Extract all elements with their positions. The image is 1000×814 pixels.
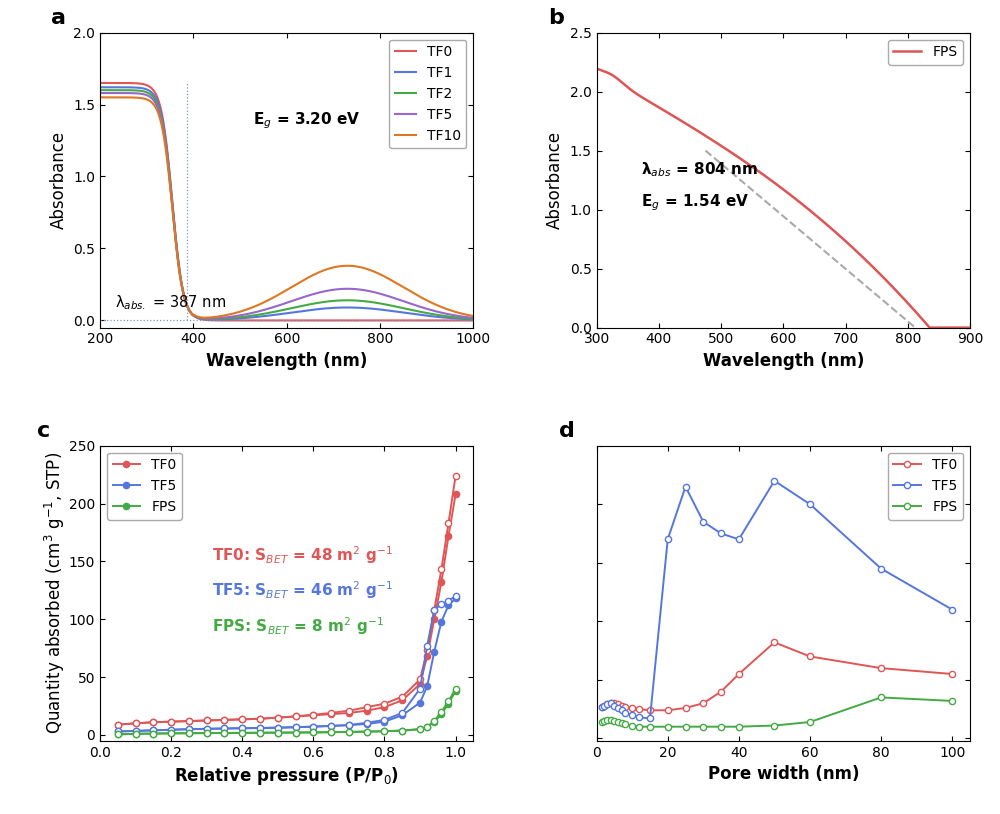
Text: c: c — [37, 421, 50, 441]
TF2 — [392, 302, 404, 312]
TF0 — [385, 316, 397, 326]
TF0 — [258, 316, 270, 326]
Legend: FPS: FPS — [888, 40, 963, 64]
Text: a: a — [51, 7, 66, 28]
X-axis label: Relative pressure (P/P$_0$): Relative pressure (P/P$_0$) — [174, 765, 399, 787]
Text: TF5: S$_{BET}$ = 46 m$^2$ g$^{-1}$: TF5: S$_{BET}$ = 46 m$^2$ g$^{-1}$ — [212, 580, 393, 602]
TF1 — [259, 311, 271, 321]
Y-axis label: Absorbance: Absorbance — [546, 131, 564, 230]
Legend: TF0, TF1, TF2, TF5, TF10: TF0, TF1, TF2, TF5, TF10 — [389, 40, 466, 148]
TF10 — [351, 261, 363, 271]
TF2 — [351, 295, 363, 305]
TF10 — [132, 93, 144, 103]
TF0 — [94, 78, 106, 88]
TF1 — [94, 82, 106, 92]
TF1 — [245, 313, 257, 322]
Line: TF5: TF5 — [100, 93, 473, 318]
Y-axis label: Quantity absorbed (cm$^3$ g$^{-1}$, STP): Quantity absorbed (cm$^3$ g$^{-1}$, STP) — [43, 452, 67, 734]
Text: E$_g$ = 3.20 eV: E$_g$ = 3.20 eV — [253, 110, 361, 131]
TF5 — [467, 313, 479, 323]
TF1 — [386, 306, 398, 316]
TF10 — [245, 303, 257, 313]
TF2 — [132, 85, 144, 95]
Line: TF2: TF2 — [100, 90, 473, 319]
TF10 — [199, 313, 211, 322]
TF5 — [259, 304, 271, 314]
TF0 — [467, 316, 479, 326]
Text: E$_g$ = 1.54 eV: E$_g$ = 1.54 eV — [641, 193, 750, 213]
TF1 — [351, 303, 363, 313]
TF10 — [392, 279, 404, 289]
Text: TF0: S$_{BET}$ = 48 m$^2$ g$^{-1}$: TF0: S$_{BET}$ = 48 m$^2$ g$^{-1}$ — [212, 544, 393, 566]
TF10 — [94, 93, 106, 103]
Line: TF0: TF0 — [100, 83, 473, 321]
TF5 — [245, 309, 257, 318]
TF2 — [386, 300, 398, 310]
TF0 — [132, 78, 144, 88]
TF0 — [245, 316, 257, 326]
TF5 — [392, 295, 404, 304]
TF1 — [467, 314, 479, 324]
TF5 — [132, 89, 144, 98]
TF5 — [351, 284, 363, 294]
TF1 — [132, 83, 144, 93]
TF5 — [202, 313, 214, 323]
X-axis label: Wavelength (nm): Wavelength (nm) — [206, 352, 367, 370]
TF2 — [259, 309, 271, 318]
Text: FPS: S$_{BET}$ = 8 m$^2$ g$^{-1}$: FPS: S$_{BET}$ = 8 m$^2$ g$^{-1}$ — [212, 615, 384, 637]
TF0 — [392, 316, 404, 326]
TF2 — [467, 314, 479, 324]
TF0 — [350, 316, 362, 326]
X-axis label: Pore width (nm): Pore width (nm) — [708, 765, 859, 783]
TF5 — [386, 292, 398, 302]
TF10 — [467, 311, 479, 321]
TF2 — [94, 85, 106, 95]
TF10 — [386, 275, 398, 285]
Legend: TF0, TF5, FPS: TF0, TF5, FPS — [888, 453, 963, 519]
TF2 — [204, 314, 216, 324]
TF1 — [206, 315, 218, 325]
Text: b: b — [548, 7, 564, 28]
Text: d: d — [559, 421, 575, 441]
Line: TF1: TF1 — [100, 87, 473, 320]
Text: λ$_{abs.}$ = 387 nm: λ$_{abs.}$ = 387 nm — [115, 293, 226, 312]
Legend: TF0, TF5, FPS: TF0, TF5, FPS — [107, 453, 182, 519]
TF5 — [94, 88, 106, 98]
X-axis label: Wavelength (nm): Wavelength (nm) — [703, 352, 864, 370]
Y-axis label: Absorbance: Absorbance — [50, 131, 68, 230]
Text: λ$_{abs}$ = 804 nm: λ$_{abs}$ = 804 nm — [641, 160, 759, 179]
TF10 — [259, 297, 271, 307]
TF2 — [245, 311, 257, 321]
TF1 — [392, 307, 404, 317]
Line: TF10: TF10 — [100, 98, 473, 317]
